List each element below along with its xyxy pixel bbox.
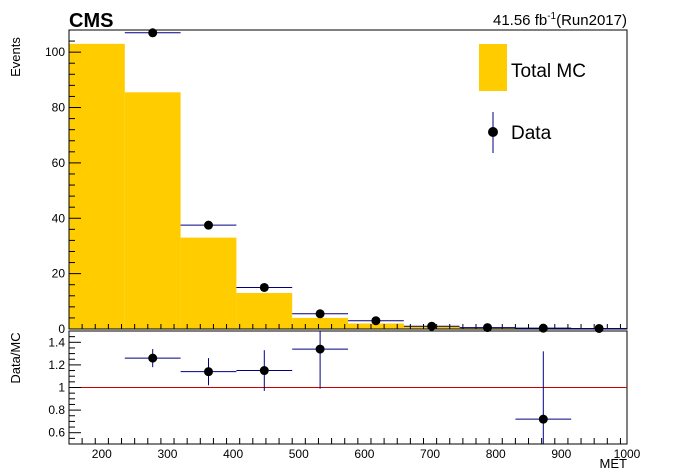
mc-bar-0 xyxy=(69,43,125,330)
y-tick-label-main: 60 xyxy=(52,156,66,170)
legend-mc-label: Total MC xyxy=(511,61,586,82)
y-tick-label-ratio: 0.8 xyxy=(48,403,65,417)
main-panel: 0 20 40 60 80 100 xyxy=(45,28,628,336)
data-point-4 xyxy=(371,316,381,326)
mc-bar-3 xyxy=(236,293,293,329)
y-tick-label-ratio: 1.2 xyxy=(48,358,65,372)
x-tick-label: 300 xyxy=(157,447,177,461)
lumi-run: (Run2017) xyxy=(556,12,627,29)
x-tick-label: 600 xyxy=(354,447,374,461)
data-point-0 xyxy=(148,28,158,38)
lumi-value: 41.56 fb xyxy=(493,12,547,29)
data-point-3 xyxy=(315,309,325,319)
y-axis-label-ratio: Data/MC xyxy=(8,332,23,383)
ratio-point-1 xyxy=(204,367,213,377)
y-tick-label-main: 80 xyxy=(52,101,66,115)
y-axis-label-main: Events xyxy=(8,37,23,77)
y-tick-label-main: 40 xyxy=(52,211,66,225)
x-tick-label: 900 xyxy=(551,447,571,461)
data-point-6 xyxy=(483,323,492,333)
legend-mc-swatch xyxy=(479,44,507,91)
y-tick-label-ratio: 1.4 xyxy=(48,335,65,349)
x-tick-label: 700 xyxy=(420,447,440,461)
y-tick-label-main: 20 xyxy=(52,267,66,281)
data-point-2 xyxy=(259,282,269,292)
data-point-1 xyxy=(204,220,213,230)
y-tick-label-main: 100 xyxy=(45,45,65,59)
y-tick-label-ratio: 1 xyxy=(58,381,65,395)
legend-data-marker xyxy=(488,127,498,137)
legend: Total MC Data xyxy=(479,44,586,153)
x-tick-label: 500 xyxy=(289,447,309,461)
ratio-panel: 0.6 0.8 1 1.2 1.4 200 300 400 500 600 700 800 900 100… xyxy=(48,330,641,461)
ratio-point-4 xyxy=(538,414,548,424)
x-tick-label: 800 xyxy=(486,447,506,461)
x-tick-label: 400 xyxy=(223,447,243,461)
mc-bar-4 xyxy=(292,317,348,329)
mc-bar-1 xyxy=(124,92,181,330)
experiment-label: CMS xyxy=(69,10,113,32)
mc-bar-2 xyxy=(180,237,237,329)
luminosity-label: 41.56 fb-1(Run2017) xyxy=(493,11,627,29)
x-tick-label: 1000 xyxy=(614,447,641,461)
ratio-point-3 xyxy=(315,344,325,354)
x-tick-label: 200 xyxy=(92,447,112,461)
y-tick-label-main: 0 xyxy=(58,322,65,336)
y-tick-label-ratio: 0.6 xyxy=(48,426,65,440)
x-axis-label: MET xyxy=(600,456,628,471)
lumi-exponent: -1 xyxy=(547,11,556,22)
data-point-8 xyxy=(594,323,604,333)
data-point-7 xyxy=(538,323,548,333)
ratio-point-0 xyxy=(148,353,158,363)
legend-data-label: Data xyxy=(511,123,552,144)
mc-bar-5 xyxy=(348,323,404,329)
main-frame xyxy=(68,29,628,330)
ratio-point-2 xyxy=(259,366,269,376)
data-point-5 xyxy=(427,321,437,331)
